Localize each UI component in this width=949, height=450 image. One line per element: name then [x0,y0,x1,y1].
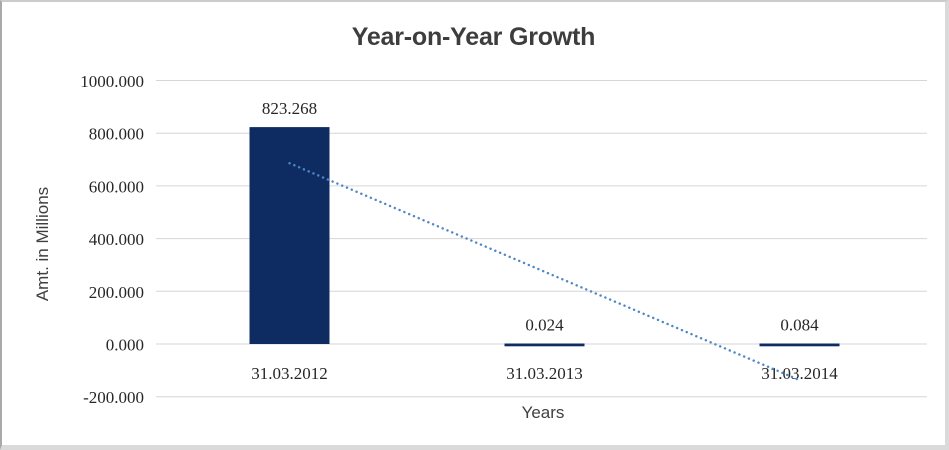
bar-value-label: 0.024 [525,316,564,335]
bar [504,343,585,347]
y-tick-label: 800.000 [89,125,144,144]
bar-value-label: 823.268 [262,99,317,118]
bar-value-label: 0.084 [780,316,819,335]
y-tick-label: -200.000 [83,388,144,407]
y-tick-label: 400.000 [89,230,144,249]
x-category-label: 31.03.2014 [761,364,838,383]
y-tick-label: 600.000 [89,177,144,196]
bar [249,127,330,344]
y-tick-label: 200.000 [89,283,144,302]
x-category-label: 31.03.2013 [506,364,583,383]
bar [759,343,840,347]
chart-title: Year-on-Year Growth [351,23,596,51]
y-tick-label: 1000.000 [80,72,144,91]
x-axis-title: Years [521,403,565,422]
trendline [288,161,801,382]
y-tick-label: 0.000 [106,336,144,355]
plot-area: 1000.000 800.000 600.000 400.000 200.000 0.00… [80,72,927,407]
x-category-label: 31.03.2012 [251,364,328,383]
